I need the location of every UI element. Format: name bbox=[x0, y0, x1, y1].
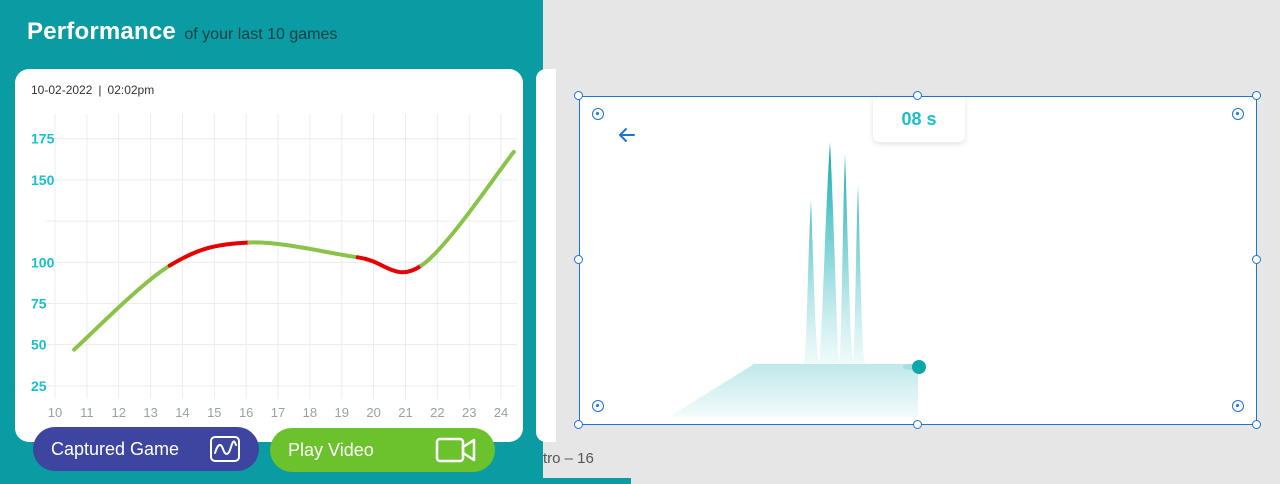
timer-value: 08 s bbox=[901, 109, 937, 129]
x-tick-label: 22 bbox=[430, 405, 444, 420]
performance-line-segment bbox=[355, 255, 424, 275]
resize-handle-left[interactable] bbox=[574, 255, 583, 264]
x-tick-label: 11 bbox=[80, 405, 94, 420]
arrow-left-icon[interactable] bbox=[617, 125, 637, 150]
video-camera-icon bbox=[435, 436, 477, 464]
performance-line-segment bbox=[247, 240, 360, 260]
captured-game-button[interactable]: Captured Game bbox=[33, 427, 259, 471]
x-tick-label: 15 bbox=[207, 405, 221, 420]
playhead-dot bbox=[912, 360, 926, 374]
date-separator: | bbox=[98, 83, 102, 97]
x-tick-label: 13 bbox=[143, 405, 157, 420]
performance-line-segment bbox=[419, 149, 516, 268]
page-subtitle: of your last 10 games bbox=[184, 26, 338, 43]
x-tick-label: 16 bbox=[239, 405, 253, 420]
resize-handle-bottom-left[interactable] bbox=[574, 420, 583, 429]
y-tick-label: 175 bbox=[31, 131, 55, 147]
chart-wave-icon bbox=[209, 435, 241, 463]
pulse-waveform bbox=[669, 142, 926, 417]
x-tick-label: 24 bbox=[494, 405, 508, 420]
resize-handle-top-right[interactable] bbox=[1252, 91, 1261, 100]
artboard-label: tro – 16 bbox=[543, 450, 594, 467]
y-tick-label: 100 bbox=[31, 254, 55, 270]
resize-handle-top[interactable] bbox=[913, 91, 922, 100]
game-time: 02:02pm bbox=[107, 83, 155, 97]
x-tick-label: 12 bbox=[111, 405, 125, 420]
anchor-pin-bottom-right[interactable] bbox=[1232, 400, 1244, 412]
resize-handle-top-left[interactable] bbox=[574, 91, 583, 100]
x-tick-label: 17 bbox=[271, 405, 285, 420]
game-date: 10-02-2022 bbox=[31, 83, 93, 97]
x-tick-label: 14 bbox=[175, 405, 189, 420]
performance-panel: Performance of your last 10 games 10-02-… bbox=[0, 0, 543, 484]
play-video-button[interactable]: Play Video bbox=[270, 428, 495, 472]
x-tick-label: 21 bbox=[398, 405, 412, 420]
anchor-pin-bottom-left[interactable] bbox=[592, 400, 604, 412]
captured-game-label: Captured Game bbox=[51, 438, 180, 459]
panel-strip bbox=[543, 478, 631, 484]
page-title: Performance bbox=[27, 18, 176, 45]
y-tick-label: 50 bbox=[31, 337, 47, 353]
next-card-peek bbox=[536, 69, 556, 442]
play-video-label: Play Video bbox=[288, 439, 374, 460]
x-tick-label: 10 bbox=[48, 405, 62, 420]
game-timestamp: 10-02-2022 | 02:02pm bbox=[31, 83, 154, 97]
y-tick-label: 25 bbox=[31, 378, 47, 394]
x-tick-label: 20 bbox=[366, 405, 380, 420]
x-tick-label: 19 bbox=[335, 405, 349, 420]
x-tick-label: 23 bbox=[462, 405, 476, 420]
anchor-pin-top-left[interactable] bbox=[592, 108, 604, 120]
performance-line-segment bbox=[72, 263, 172, 352]
y-tick-label: 75 bbox=[31, 295, 47, 311]
resize-handle-bottom-right[interactable] bbox=[1252, 420, 1261, 429]
panel-title: Performance of your last 10 games bbox=[27, 18, 337, 46]
performance-card: 10-02-2022 | 02:02pm 10 11 12 13 14 15 16 17 18 19 2… bbox=[15, 69, 523, 442]
resize-handle-right[interactable] bbox=[1252, 255, 1261, 264]
timer-display: 08 s bbox=[873, 97, 965, 142]
resize-handle-bottom[interactable] bbox=[913, 420, 922, 429]
x-tick-label: 18 bbox=[303, 405, 317, 420]
anchor-pin-top-right[interactable] bbox=[1232, 108, 1244, 120]
performance-line-segment bbox=[167, 240, 252, 268]
performance-chart: 10 11 12 13 14 15 16 17 18 19 20 21 22 23 24 25 50 75 100 1… bbox=[31, 114, 517, 420]
y-tick-label: 150 bbox=[31, 172, 55, 188]
